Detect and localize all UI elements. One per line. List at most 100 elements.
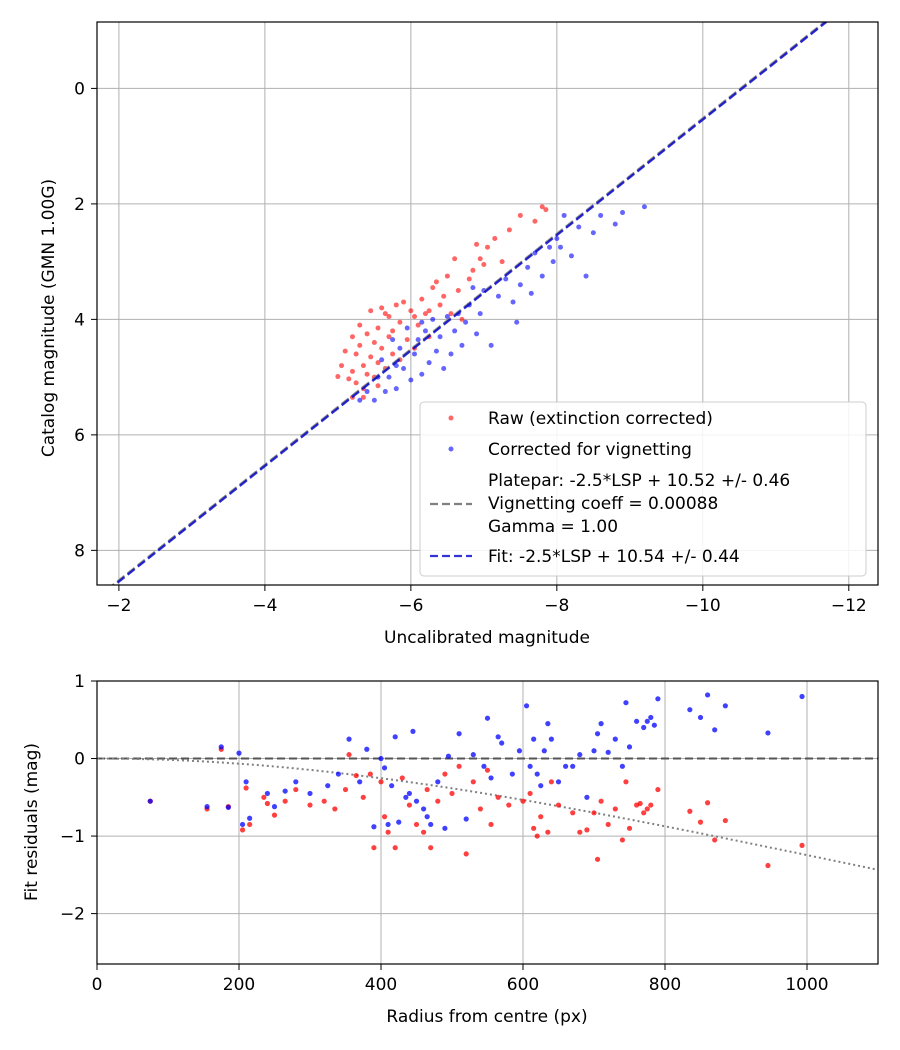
calibration-corrected-point — [441, 365, 447, 371]
calibration-corrected-point — [550, 259, 556, 265]
residuals-corrected-point — [563, 763, 569, 769]
calibration-raw-point — [455, 288, 461, 294]
residuals-raw-point — [765, 862, 771, 869]
residuals-raw-point — [594, 856, 601, 862]
calibration-corrected-point — [463, 319, 469, 325]
legend-raw-label: Raw (extinction corrected) — [488, 409, 713, 429]
residuals-corrected-point — [655, 696, 661, 702]
calibration-raw-point — [382, 311, 388, 317]
calibration-corrected-point — [393, 386, 399, 392]
residuals-ytick-label: −2 — [60, 905, 85, 925]
calibration-corrected-point — [557, 244, 563, 250]
residuals-raw-point — [470, 779, 476, 785]
calibration-xtick-label: −4 — [252, 596, 277, 616]
residuals-raw-point — [381, 814, 388, 820]
residuals-corrected-point — [364, 746, 370, 752]
residuals-corrected-point — [413, 798, 420, 804]
calibration-lines — [111, 22, 829, 585]
residuals-corrected-point — [410, 728, 416, 734]
residuals-corrected-point — [495, 734, 501, 740]
residuals-raw-point — [577, 829, 583, 835]
residuals-chart: 0 200 400 600 800 1000 1 0 −1 −2 Radius from cent… — [22, 672, 879, 1027]
calibration-corrected-point — [408, 377, 414, 383]
residuals-raw-point — [637, 800, 643, 807]
calibration-corrected-point — [419, 371, 425, 377]
calibration-raw-point — [426, 308, 432, 314]
residuals-corrected-point — [396, 819, 402, 825]
residuals-raw-point — [435, 798, 441, 804]
calibration-ytick-label: 4 — [74, 310, 85, 330]
residuals-raw-point — [399, 775, 405, 781]
residuals-corrected-point — [225, 804, 231, 810]
residuals-corrected-point — [523, 703, 530, 709]
residuals-ytick-label: 1 — [74, 672, 85, 692]
calibration-raw-point — [364, 331, 370, 337]
calibration-chart: −2 −4 −6 −8 −10 −12 0 2 4 6 8 Uncalibrated magnitu… — [39, 21, 879, 648]
residuals-raw-point — [506, 802, 512, 808]
residuals-corrected-point — [282, 788, 288, 794]
residuals-corrected-point — [325, 783, 331, 789]
residuals-corrected-point — [204, 804, 210, 810]
residuals-corrected-point — [687, 707, 693, 713]
residuals-raw-point — [378, 779, 384, 785]
calibration-raw-point — [470, 267, 476, 273]
residuals-raw-point — [484, 767, 491, 773]
calibration-raw-point — [360, 363, 366, 369]
calibration-raw-point — [349, 368, 355, 374]
calibration-corrected-point — [437, 334, 443, 340]
residuals-xtick-label: 200 — [223, 975, 255, 995]
calibration-xtick-label: −12 — [831, 596, 867, 616]
calibration-corrected-point — [433, 348, 439, 354]
calibration-raw-point — [539, 204, 545, 210]
residuals-corrected-point — [651, 722, 657, 728]
calibration-raw-point — [375, 383, 381, 389]
residuals-corrected-point — [623, 700, 629, 706]
residuals-corrected-point — [619, 763, 626, 769]
calibration-ytick-label: 2 — [74, 195, 85, 215]
residuals-corrected-point — [534, 771, 540, 777]
residuals-corrected-point — [307, 790, 313, 797]
residuals-corrected-point — [456, 731, 462, 737]
residuals-raw-point — [353, 772, 359, 779]
calibration-raw-point — [492, 236, 498, 242]
calibration-corrected-point — [412, 351, 418, 357]
calibration-raw-point — [448, 311, 454, 317]
calibration-corrected-point — [525, 264, 531, 270]
residuals-raw-point — [477, 806, 483, 812]
residuals-raw-point — [697, 819, 704, 825]
calibration-corrected-point — [379, 357, 385, 363]
residuals-axes-frame — [96, 680, 879, 965]
residuals-corrected-point — [705, 692, 711, 698]
residuals-raw-point — [243, 785, 249, 791]
residuals-raw-point — [534, 833, 540, 839]
residuals-corrected-point — [421, 806, 427, 812]
calibration-raw-point — [499, 259, 505, 265]
calibration-raw-point — [506, 227, 512, 233]
residuals-corrected-point — [648, 714, 654, 721]
calibration-raw-point — [360, 394, 366, 400]
calibration-corrected-point — [539, 273, 545, 279]
legend: Raw (extinction corrected) Corrected for… — [419, 401, 867, 577]
residuals-raw-point — [247, 821, 253, 828]
residuals-corrected-point — [271, 804, 278, 810]
residuals-raw-point — [488, 821, 494, 828]
calibration-raw-point — [375, 325, 381, 331]
residuals-corrected-point — [644, 718, 650, 724]
legend-platepar-label-1: Platepar: -2.5*LSP + 10.52 +/- 0.46 — [488, 471, 790, 491]
residuals-raw-point — [598, 798, 604, 804]
calibration-corrected-point — [415, 337, 421, 343]
residuals-corrected-point — [243, 779, 249, 785]
legend-corrected-marker — [448, 446, 454, 452]
calibration-corrected-point — [612, 221, 618, 227]
calibration-corrected-point — [547, 244, 553, 250]
residuals-corrected-point — [378, 755, 384, 762]
calibration-raw-point — [422, 311, 428, 317]
calibration-raw-point — [404, 337, 410, 343]
calibration-raw-point — [466, 276, 472, 282]
calibration-raw-point — [477, 256, 483, 262]
legend-platepar-label-3: Gamma = 1.00 — [488, 517, 618, 537]
residuals-raw-point — [307, 802, 313, 808]
residuals-corrected-point — [626, 744, 633, 750]
calibration-axes-frame — [96, 21, 879, 586]
calibration-raw-point — [393, 302, 399, 308]
